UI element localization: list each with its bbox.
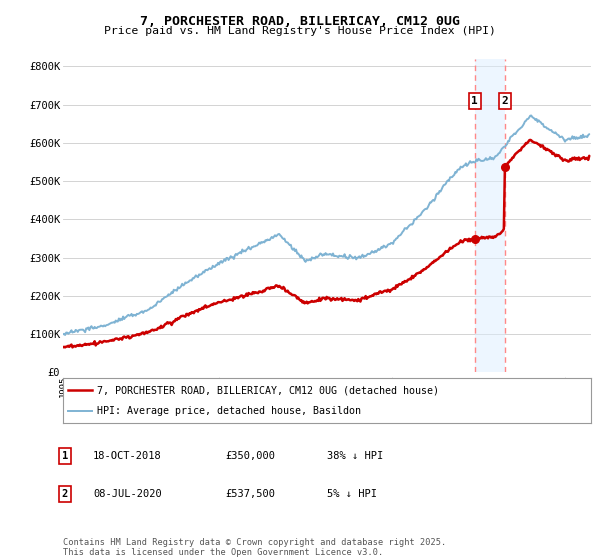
Text: 5% ↓ HPI: 5% ↓ HPI [327,489,377,499]
Text: Price paid vs. HM Land Registry's House Price Index (HPI): Price paid vs. HM Land Registry's House … [104,26,496,36]
Text: 1: 1 [62,451,68,461]
Text: 7, PORCHESTER ROAD, BILLERICAY, CM12 0UG: 7, PORCHESTER ROAD, BILLERICAY, CM12 0UG [140,15,460,28]
Bar [475,59,505,372]
Text: £537,500: £537,500 [225,489,275,499]
Text: 2: 2 [502,96,508,106]
Text: 1: 1 [472,96,478,106]
Text: 18-OCT-2018: 18-OCT-2018 [93,451,162,461]
Text: 08-JUL-2020: 08-JUL-2020 [93,489,162,499]
Text: 38% ↓ HPI: 38% ↓ HPI [327,451,383,461]
Text: Contains HM Land Registry data © Crown copyright and database right 2025.
This d: Contains HM Land Registry data © Crown c… [63,538,446,557]
Text: HPI: Average price, detached house, Basildon: HPI: Average price, detached house, Basi… [97,405,361,416]
Text: 7, PORCHESTER ROAD, BILLERICAY, CM12 0UG (detached house): 7, PORCHESTER ROAD, BILLERICAY, CM12 0UG… [97,385,439,395]
Text: £350,000: £350,000 [225,451,275,461]
Text: 2: 2 [62,489,68,499]
